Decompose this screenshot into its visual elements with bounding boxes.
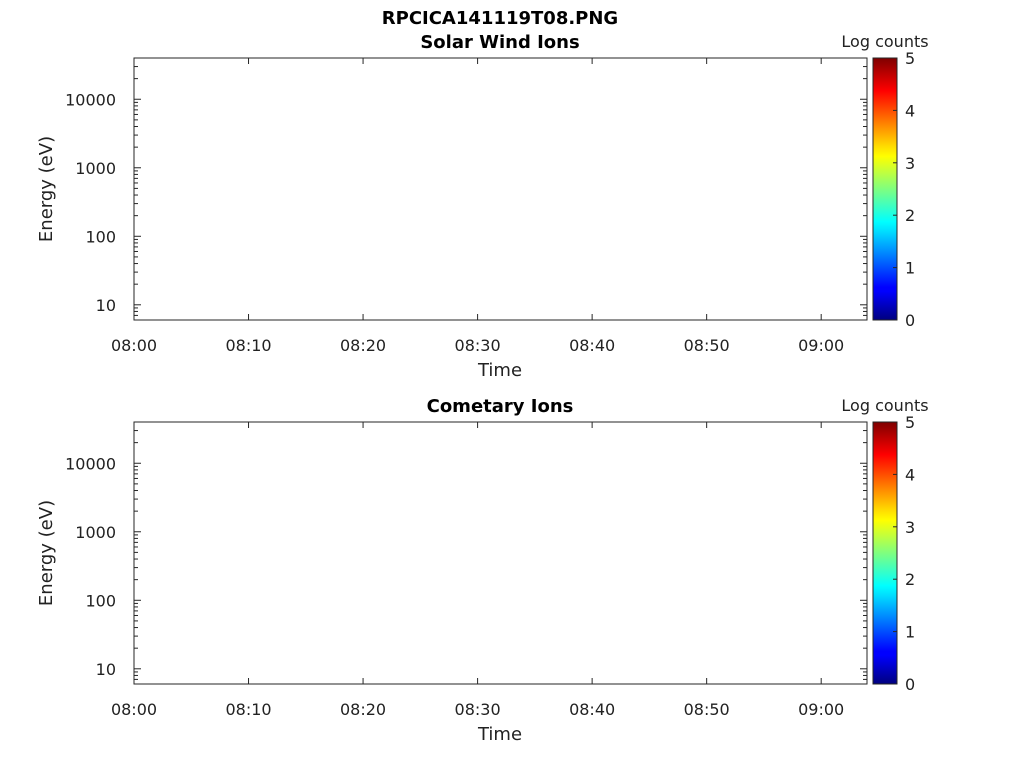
x-axis-label: Time [477,724,522,745]
colorbar-ticks: 0 1 2 3 4 5 [893,49,915,330]
colorbar-tick-label: 0 [905,311,915,330]
x-tick-label: 08:40 [569,336,615,355]
panel-title: Cometary Ions [427,396,574,417]
colorbar-tick-label: 1 [905,623,915,642]
y-tick-label: 1000 [75,159,116,178]
x-ticks: 08:00 08:10 08:20 08:30 08:40 08:50 09:00 [111,422,844,719]
colorbar-tick-label: 3 [905,518,915,537]
y-tick-label: 10 [96,296,116,315]
x-tick-label: 08:20 [340,336,386,355]
plot-frame [133,57,868,321]
colorbar [872,57,898,321]
x-tick-label: 08:10 [225,336,271,355]
colorbar [872,421,898,685]
y-tick-label: 100 [85,591,116,610]
colorbar-tick-label: 3 [905,154,915,173]
y-tick-label: 10000 [65,90,116,109]
x-tick-label: 08:10 [225,700,271,719]
colorbar-tick-label: 2 [905,570,915,589]
y-axis-label: Energy (eV) [36,136,57,242]
panel-title: Solar Wind Ions [420,32,579,53]
plot-frame [133,421,868,685]
x-axis-label: Time [477,360,522,381]
x-tick-label: 09:00 [798,700,844,719]
colorbar-tick-label: 0 [905,675,915,694]
colorbar-tick-label: 5 [905,413,915,432]
x-tick-label: 08:40 [569,700,615,719]
y-tick-label: 1000 [75,523,116,542]
y-tick-label: 100 [85,227,116,246]
x-tick-label: 08:00 [111,700,157,719]
colorbar-tick-label: 1 [905,259,915,278]
x-tick-label: 08:30 [455,700,501,719]
figure-title: RPCICA141119T08.PNG [382,8,618,29]
y-ticks: 10 100 1000 10000 [65,421,867,685]
y-tick-label: 10000 [65,454,116,473]
x-tick-label: 08:50 [684,700,730,719]
x-tick-label: 08:00 [111,336,157,355]
colorbar-tick-label: 2 [905,206,915,225]
x-tick-label: 08:30 [455,336,501,355]
colorbar-label: Log counts [841,396,928,415]
cometary-panel: Cometary Ions 08:00 08:10 08:20 08:30 08:40 0… [36,396,929,745]
x-tick-label: 09:00 [798,336,844,355]
x-ticks: 08:00 08:10 08:20 08:30 08:40 08:50 09:00 [111,58,844,355]
x-tick-label: 08:20 [340,700,386,719]
colorbar-tick-label: 5 [905,49,915,68]
x-tick-label: 08:50 [684,336,730,355]
y-tick-label: 10 [96,660,116,679]
colorbar-tick-label: 4 [905,465,915,484]
colorbar-tick-label: 4 [905,101,915,120]
colorbar-label: Log counts [841,32,928,51]
y-ticks: 10 100 1000 10000 [65,57,867,321]
colorbar-ticks: 0 1 2 3 4 5 [893,413,915,694]
y-axis-label: Energy (eV) [36,500,57,606]
solar-wind-panel: Solar Wind Ions 08:00 08:10 08:20 08:30 08:4… [36,32,929,381]
